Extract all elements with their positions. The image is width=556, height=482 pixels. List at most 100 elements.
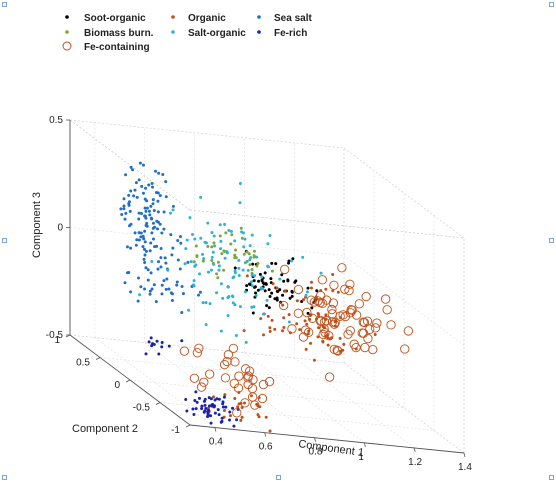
point-sea-salt — [140, 211, 144, 215]
resize-handle-right[interactable] — [549, 238, 554, 243]
point-salt-organic — [304, 293, 308, 297]
legend-label-salt-organic: Salt-organic — [188, 28, 246, 39]
point-fe-containing — [220, 373, 231, 383]
point-biomass-burn — [216, 260, 220, 264]
point-biomass-burn — [250, 268, 254, 272]
point-sea-salt — [139, 285, 143, 289]
point-fe-rich — [144, 352, 148, 356]
point-salt-organic — [319, 271, 323, 275]
axes-box — [69, 119, 465, 454]
point-biomass-burn — [212, 241, 216, 245]
point-salt-organic — [138, 293, 142, 297]
point-soot-organic — [233, 266, 237, 270]
point-sea-salt — [144, 216, 148, 220]
point-sea-salt — [123, 281, 127, 285]
point-soot-organic — [251, 311, 255, 315]
point-fe-containing — [315, 290, 326, 301]
point-fe-containing — [327, 304, 337, 315]
point-salt-organic — [192, 279, 196, 283]
point-salt-organic — [265, 298, 269, 302]
point-salt-organic — [206, 270, 210, 274]
point-soot-organic — [256, 288, 260, 292]
point-sea-salt — [157, 260, 161, 264]
point-organic — [256, 413, 260, 417]
point-sea-salt — [160, 231, 164, 235]
point-salt-organic — [188, 216, 192, 220]
point-salt-organic — [229, 230, 233, 234]
point-fe-rich — [217, 413, 221, 417]
point-organic — [268, 429, 272, 433]
point-organic — [273, 327, 277, 331]
point-sea-salt — [159, 256, 163, 260]
point-sea-salt — [122, 197, 126, 201]
resize-handle-top-right[interactable] — [549, 2, 554, 7]
grid-line — [294, 357, 415, 449]
point-fe-containing — [319, 317, 330, 327]
resize-handle-top-left[interactable] — [2, 2, 7, 7]
point-organic — [298, 328, 302, 332]
z-tick-label: -0.5 — [46, 330, 64, 341]
point-fe-containing — [222, 356, 232, 367]
legend-marker-salt-organic — [171, 30, 175, 34]
grid-line — [129, 379, 405, 409]
point-sea-salt — [196, 293, 200, 297]
point-sea-salt — [144, 209, 148, 213]
point-sea-salt — [142, 237, 146, 241]
point-fe-rich — [217, 397, 221, 401]
point-salt-organic — [184, 247, 188, 251]
point-fe-containing — [382, 305, 392, 315]
point-fe-rich — [197, 396, 201, 400]
resize-handle-bottom-left[interactable] — [2, 475, 7, 480]
point-soot-organic — [245, 284, 249, 288]
point-sea-salt — [164, 195, 168, 199]
x-tick-label: 0.8 — [309, 447, 323, 458]
point-organic — [270, 318, 274, 322]
y-tick-label: 0.5 — [76, 358, 90, 369]
point-soot-organic — [265, 304, 269, 308]
point-sea-salt — [151, 198, 155, 202]
point-biomass-burn — [224, 231, 228, 235]
point-soot-organic — [282, 279, 286, 283]
resize-handle-bottom-right[interactable] — [549, 475, 554, 480]
point-salt-organic — [240, 230, 244, 234]
point-salt-organic — [208, 302, 212, 306]
point-sea-salt — [127, 270, 131, 274]
point-sea-salt — [150, 217, 154, 221]
point-sea-salt — [160, 292, 164, 296]
point-fe-containing — [354, 299, 364, 309]
x-tick-label: 1.4 — [458, 462, 472, 473]
point-biomass-burn — [245, 250, 249, 254]
point-organic — [245, 274, 249, 278]
point-organic — [228, 414, 232, 418]
point-sea-salt — [163, 256, 167, 260]
point-organic — [326, 343, 330, 347]
point-fe-containing — [307, 313, 318, 323]
point-biomass-burn — [201, 259, 205, 263]
point-fe-containing — [293, 284, 304, 295]
point-fe-rich — [206, 412, 210, 416]
point-sea-salt — [148, 249, 152, 253]
point-sea-salt — [162, 227, 166, 231]
point-salt-organic — [290, 259, 294, 263]
point-fe-rich — [160, 345, 164, 349]
point-biomass-burn — [222, 268, 226, 272]
grid-line — [144, 342, 265, 433]
resize-handle-left[interactable] — [2, 238, 7, 243]
point-sea-salt — [135, 195, 139, 199]
point-organic — [271, 282, 275, 286]
point-fe-containing — [330, 317, 340, 328]
point-sea-salt — [170, 298, 174, 302]
point-salt-organic — [250, 284, 254, 288]
point-sea-salt — [146, 268, 150, 272]
point-fe-containing — [234, 371, 244, 381]
point-salt-organic — [166, 268, 170, 272]
point-fe-rich — [194, 407, 198, 411]
point-salt-organic — [217, 264, 221, 268]
point-sea-salt — [141, 234, 145, 238]
point-sea-salt — [164, 261, 168, 265]
point-salt-organic — [183, 262, 187, 266]
top-edge — [189, 209, 465, 239]
resize-handle-bottom[interactable] — [276, 475, 281, 480]
point-sea-salt — [155, 227, 159, 231]
point-soot-organic — [268, 294, 272, 298]
